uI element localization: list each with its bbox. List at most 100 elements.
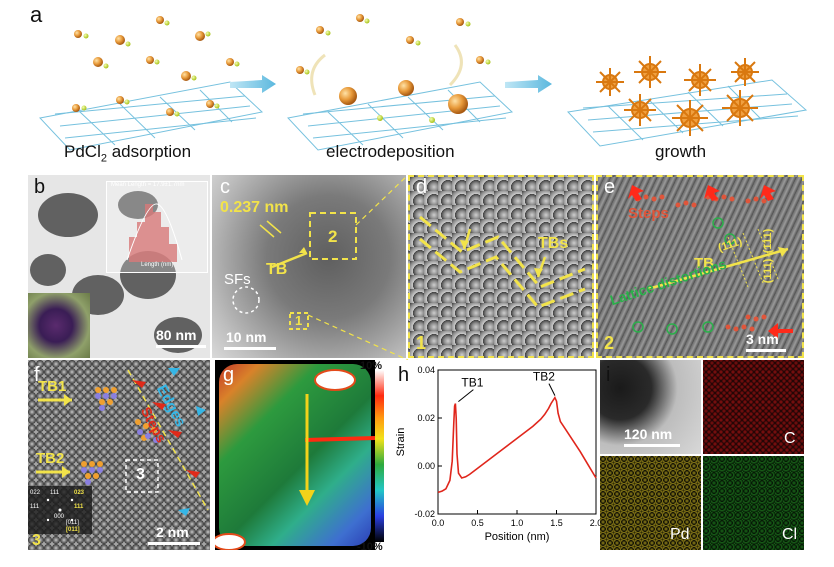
zoom-box-3 xyxy=(125,459,159,493)
scale-label-c: 10 nm xyxy=(226,329,267,345)
panel-c-tem-image: 0.237 nm TB SFs 2 1 10 nm xyxy=(212,175,406,358)
tb-label-e: TB xyxy=(694,255,714,272)
panel-h-strain-plot: 0.0 0.5 1.0 1.5 2.0 -0.02 0.00 0.02 0.04 Position… xyxy=(392,360,602,564)
tb1-annotation: TB1 xyxy=(461,376,483,390)
strain-curve xyxy=(437,395,597,494)
edge-arrows xyxy=(168,368,206,516)
process-arrow-1 xyxy=(230,75,276,93)
fft-label-6: 000 xyxy=(54,514,65,520)
fft-label-7: [011] xyxy=(66,520,79,526)
step-atoms-bottom xyxy=(725,314,767,332)
box-2-label: 2 xyxy=(328,227,338,246)
precursor-particles xyxy=(72,16,240,117)
scale-label-f: 2 nm xyxy=(156,524,189,540)
panel-a-letter: a xyxy=(30,2,43,27)
x-tick-label: 0.5 xyxy=(471,518,484,528)
steps-atom-model xyxy=(135,419,159,443)
y-tick-label: -0.02 xyxy=(414,509,435,519)
panel-e-corner-index: 2 xyxy=(604,333,615,353)
scale-bar-b xyxy=(156,345,206,348)
panel-f-haadf-image: TB1 TB2 Edges Steps 3 022 111 023 111 11… xyxy=(28,360,210,550)
distortion-circles xyxy=(632,217,736,335)
scale-label-e: 3 nm xyxy=(746,331,779,347)
panel-d-corner-index: 1 xyxy=(416,333,427,353)
x-tick-label: 2.0 xyxy=(590,518,602,528)
chlorine-label: Cl xyxy=(782,526,798,543)
substrate-mesh-1 xyxy=(39,81,264,151)
panel-f-corner-index: 3 xyxy=(32,532,41,549)
length-histogram-inset: Mean Length = 17.9±1.7nm Length (nm) xyxy=(106,181,208,273)
panel-g-strain-map xyxy=(215,360,375,550)
step-arrows xyxy=(628,185,793,339)
panel-b-letter: b xyxy=(34,176,46,198)
panel-e-hrtem-image: Steps TB (111) (111) (111) Lattice disto… xyxy=(596,175,804,358)
panel-g-letter: g xyxy=(223,364,235,386)
scale-bar-f xyxy=(148,542,200,545)
deposition-particles xyxy=(296,14,491,123)
stage-caption-growth: growth xyxy=(655,142,707,161)
panel-d-hrtem-image: TBs 1 xyxy=(408,175,594,358)
substrate-mesh-2 xyxy=(287,81,514,151)
tb1-atom-model xyxy=(95,387,117,411)
panel-h-letter: h xyxy=(398,364,410,386)
edge-step-arrows xyxy=(132,380,200,478)
plane-label-c: (111) xyxy=(762,258,775,284)
palladium-label: Pd xyxy=(670,526,690,543)
stage-caption-electrodeposition: electrodeposition xyxy=(326,142,455,161)
scale-label-i: 120 nm xyxy=(624,426,673,442)
tb2-pointer xyxy=(548,383,556,396)
fft-label-5: 111 xyxy=(74,504,84,510)
zoom-box-2 xyxy=(309,212,357,260)
fft-label-8: [011] xyxy=(66,527,80,533)
sfs-label: SFs xyxy=(224,271,251,288)
chlorine-map xyxy=(703,456,804,550)
plane-label-b: (111) xyxy=(762,228,775,254)
zoom-box-1 xyxy=(289,312,309,330)
fft-label-4: 111 xyxy=(30,504,40,510)
tb2-atom-model xyxy=(81,461,103,485)
panel-i-letter: i xyxy=(606,364,611,386)
tb1-pointer xyxy=(458,389,474,402)
y-axis-label: Strain xyxy=(395,428,407,457)
y-tick-label: 0.00 xyxy=(417,461,435,471)
plot-frame xyxy=(437,369,597,515)
tb1-label: TB1 xyxy=(38,378,67,395)
steps-label-e: Steps xyxy=(628,205,669,222)
scale-label-b: 80 nm xyxy=(156,327,197,343)
sea-urchin-photo xyxy=(28,293,90,358)
x-tick-label: 0.0 xyxy=(432,518,445,528)
lattice-spacing-label: 0.237 nm xyxy=(220,199,289,216)
schematic-illustration xyxy=(39,14,808,151)
panel-e-letter: e xyxy=(604,176,616,198)
scale-bar-i xyxy=(624,444,680,447)
x-tick-label: 1.0 xyxy=(511,518,524,528)
carbon-label: C xyxy=(784,430,796,447)
box-3-label: 3 xyxy=(136,466,145,483)
palladium-map xyxy=(600,456,701,550)
stage-caption-adsorption: PdCl2 adsorption xyxy=(64,142,192,165)
process-arrow-2 xyxy=(505,75,552,93)
panel-i-eds-maps: i 120 nm C Pd Cl xyxy=(600,360,804,550)
panel-a: a xyxy=(0,0,834,172)
panel-b-sem-image: Mean Length = 17.9±1.7nm Length (nm) 80 … xyxy=(28,175,210,358)
tb-label-c: TB xyxy=(266,261,288,278)
scale-bar-e xyxy=(746,349,786,352)
box-1-label: 1 xyxy=(295,313,303,328)
panel-d-letter: d xyxy=(416,176,428,198)
y-tick-label: 0.04 xyxy=(417,365,435,375)
tb2-label: TB2 xyxy=(36,450,65,467)
colorbar-min: -10% xyxy=(357,541,383,553)
histogram-xlabel: Length (nm) xyxy=(141,262,174,268)
y-tick-label: 0.02 xyxy=(417,413,435,423)
sfs-circle xyxy=(232,286,260,314)
fft-label-3: 023 xyxy=(74,490,85,496)
tbs-label: TBs xyxy=(538,235,569,252)
scale-bar-c xyxy=(224,347,276,350)
x-axis-label: Position (nm) xyxy=(485,531,550,543)
urchin-nanostructures xyxy=(596,56,759,136)
histogram-bars xyxy=(129,204,177,262)
strain-map-field xyxy=(219,364,371,546)
fft-label-1: 022 xyxy=(30,490,41,496)
panel-c-letter: c xyxy=(220,176,230,198)
strain-chart: 0.0 0.5 1.0 1.5 2.0 -0.02 0.00 0.02 0.04 Position… xyxy=(395,365,602,543)
